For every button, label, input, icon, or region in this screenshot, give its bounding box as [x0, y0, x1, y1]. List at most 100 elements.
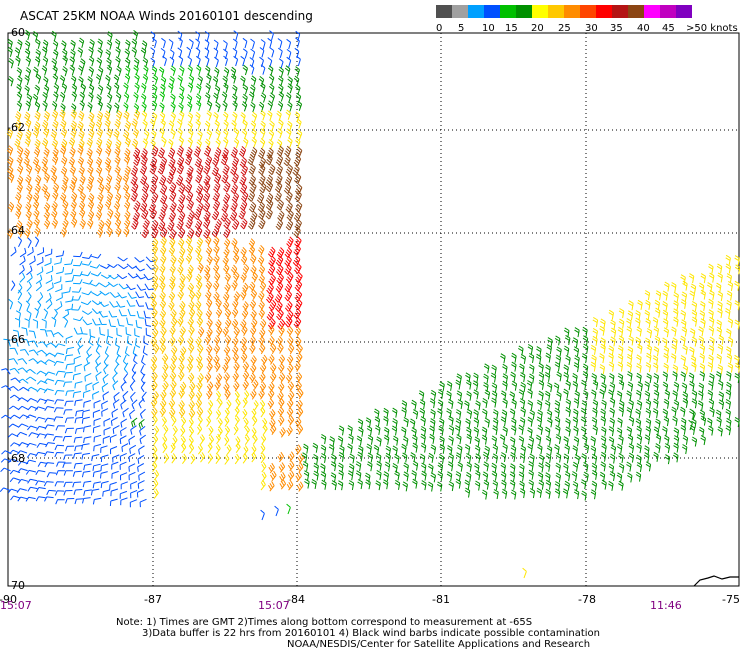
- wind-barb: [163, 453, 170, 464]
- wind-barb: [231, 280, 238, 291]
- wind-barb: [117, 256, 128, 262]
- wind-barb: [618, 462, 625, 473]
- wind-barb: [537, 409, 543, 420]
- wind-barb: [126, 283, 136, 291]
- wind-barb: [277, 210, 285, 222]
- wind-barb: [116, 65, 122, 77]
- wind-barb: [188, 426, 195, 438]
- wind-barb: [709, 336, 715, 347]
- wind-barb: [733, 354, 740, 365]
- wind-barb: [8, 58, 14, 69]
- wind-barb: [217, 398, 223, 409]
- wind-barb: [170, 128, 176, 140]
- wind-barb: [726, 353, 733, 364]
- wind-barb: [81, 470, 91, 478]
- wind-barb: [278, 354, 286, 366]
- wind-barb: [45, 352, 56, 357]
- wind-barb: [663, 345, 670, 356]
- wind-barb: [98, 311, 108, 318]
- wind-barb: [168, 280, 176, 291]
- wind-barb: [239, 174, 247, 186]
- wind-barb: [43, 210, 50, 221]
- wind-barb: [286, 480, 294, 491]
- wind-barb: [599, 364, 605, 375]
- wind-barb: [224, 407, 230, 419]
- wind-barb: [97, 192, 104, 203]
- wind-barb: [437, 408, 443, 419]
- wind-barb: [114, 165, 121, 176]
- wind-barb: [44, 496, 54, 502]
- wind-barb: [680, 371, 686, 382]
- wind-barb: [725, 307, 731, 318]
- wind-barb: [131, 399, 138, 410]
- wind-barb: [295, 37, 300, 48]
- wind-barb: [617, 353, 624, 364]
- wind-barb: [162, 435, 168, 446]
- wind-barb: [32, 127, 40, 139]
- wind-barb: [313, 462, 319, 473]
- wind-barb: [427, 481, 434, 492]
- wind-barb: [682, 280, 688, 291]
- x-tick-78: -78: [578, 593, 596, 606]
- wind-barb: [123, 191, 131, 202]
- wind-barb: [43, 378, 55, 384]
- wind-barb: [260, 443, 266, 455]
- wind-barb: [60, 227, 67, 238]
- x-tick-75: -75: [722, 593, 740, 606]
- wind-barb: [239, 200, 248, 212]
- wind-barb: [59, 91, 66, 103]
- wind-barb: [437, 470, 443, 481]
- wind-barb: [131, 118, 138, 129]
- wind-barb: [383, 434, 390, 445]
- wind-barb: [168, 407, 176, 419]
- legend-label: 35: [610, 23, 623, 34]
- wind-barb: [691, 361, 697, 372]
- legend-label: 0: [436, 23, 442, 34]
- wind-barb: [161, 37, 166, 49]
- wind-barb: [16, 175, 24, 186]
- wind-barb: [123, 362, 129, 374]
- wind-barb: [672, 415, 678, 426]
- wind-barb: [168, 300, 175, 312]
- wind-barb: [546, 409, 553, 420]
- wind-barb: [221, 91, 228, 102]
- wind-barb: [8, 405, 20, 411]
- wind-barb: [680, 406, 686, 417]
- wind-barb: [9, 414, 21, 420]
- wind-barb: [240, 272, 247, 283]
- wind-barb: [189, 38, 194, 50]
- wind-barb: [275, 281, 284, 293]
- wind-barb: [500, 390, 507, 401]
- wind-barb: [645, 461, 652, 472]
- wind-barb: [285, 164, 293, 176]
- wind-barb: [581, 490, 587, 501]
- wind-barb: [9, 347, 19, 355]
- wind-barb: [644, 290, 651, 301]
- wind-barb: [205, 290, 212, 301]
- wind-barb: [258, 156, 266, 168]
- wind-barb: [141, 102, 147, 113]
- wind-barb: [188, 307, 196, 319]
- wind-barb: [260, 110, 266, 121]
- wind-barb: [214, 218, 222, 230]
- wind-barb: [25, 496, 36, 502]
- wind-barb: [104, 110, 111, 121]
- wind-barb: [242, 361, 250, 372]
- wind-barb: [87, 209, 95, 221]
- plot-frame: [7, 32, 740, 587]
- wind-barb: [222, 255, 229, 267]
- wind-barb: [21, 327, 28, 336]
- wind-barb: [277, 101, 284, 112]
- wind-barb: [295, 84, 301, 95]
- wind-barb: [295, 381, 302, 392]
- wind-barb: [107, 329, 114, 339]
- wind-barb: [119, 452, 127, 462]
- wind-barb: [499, 434, 506, 445]
- wind-barb: [286, 425, 293, 437]
- wind-barb: [23, 156, 30, 168]
- wind-barb: [240, 254, 248, 266]
- wind-barb: [61, 40, 67, 51]
- wind-barb: [259, 399, 266, 411]
- wind-barb: [636, 354, 642, 365]
- wind-barb: [430, 444, 437, 455]
